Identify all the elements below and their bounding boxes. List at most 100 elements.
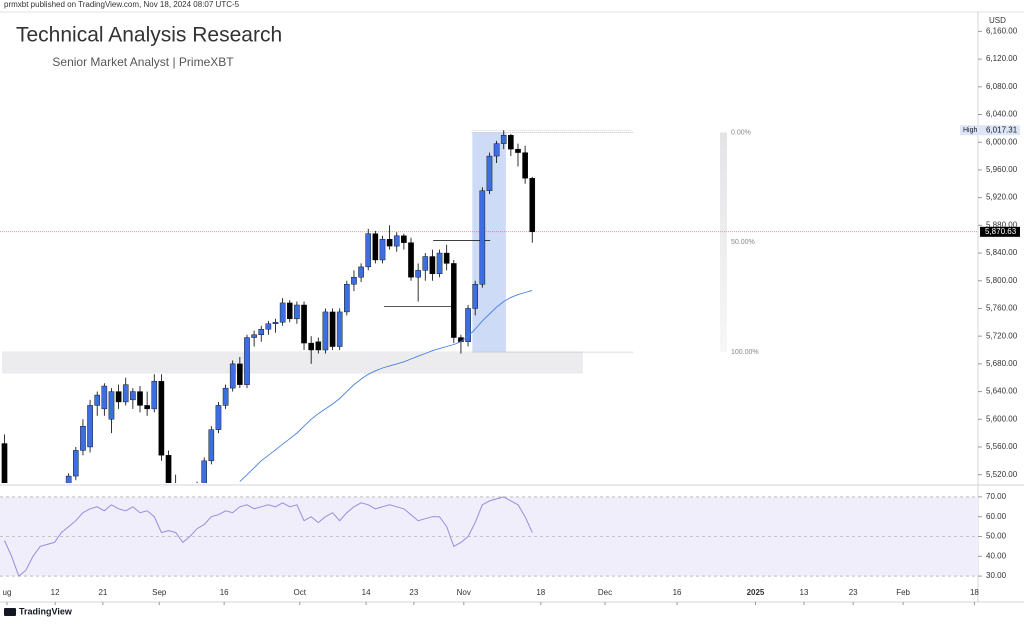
currency: USD: [989, 16, 1006, 25]
y-tick-label: 5,680.00: [986, 359, 1018, 368]
candle-body: [108, 391, 115, 420]
support-zone: [1, 351, 583, 374]
candle-body: [344, 284, 350, 313]
y-tick-label: 6,120.00: [986, 54, 1018, 63]
candle-body: [286, 302, 293, 320]
rsi-tick-label: 50.00: [986, 532, 1007, 541]
rsi-tick-label: 30.00: [986, 571, 1007, 580]
x-tick-label: Feb: [896, 588, 910, 597]
y-tick-label: 5,920.00: [986, 193, 1018, 202]
y-tick-label: 6,040.00: [986, 110, 1018, 119]
x-tick-label: 16: [220, 588, 229, 597]
axes: 5,520.00 5,560.00 5,600.00 5,640.00 5,680.00…: [3, 27, 1020, 605]
candle-body: [336, 311, 343, 347]
candle-body: [272, 322, 279, 324]
candle-body: [151, 380, 158, 410]
candle-body: [73, 450, 79, 477]
candle-body: [429, 256, 436, 275]
candle-body: [1, 443, 8, 483]
rsi-pane: [0, 496, 978, 577]
candle-body: [301, 304, 307, 344]
moving-average: [239, 289, 533, 482]
candle-body: [201, 460, 207, 483]
candle-body: [158, 380, 165, 456]
candle-body: [322, 311, 329, 351]
x-tick-label: 21: [98, 588, 107, 597]
candle-body: [251, 334, 257, 338]
candle-body: [294, 304, 300, 320]
y-tick-label: 5,880.00: [986, 220, 1018, 229]
y-tick-label: 5,720.00: [986, 331, 1018, 340]
y-tick-label: 6,160.00: [986, 27, 1018, 36]
y-tick-label: 5,640.00: [986, 387, 1018, 396]
candle-body: [137, 391, 143, 406]
candle-body: [258, 329, 265, 335]
candle-body: [472, 284, 478, 309]
rsi-tick-label: 70.00: [986, 492, 1007, 501]
candle-body: [130, 391, 136, 401]
candle-body: [458, 337, 464, 342]
rsi-line: [4, 496, 533, 577]
y-tick-label: 5,760.00: [986, 304, 1018, 313]
candle-body: [308, 342, 314, 351]
candle-body: [80, 426, 86, 451]
fib-bar: [720, 132, 727, 353]
candle-body: [59, 489, 64, 496]
candle-body: [393, 235, 400, 247]
candle-body: [422, 256, 429, 271]
candle-body: [315, 341, 322, 351]
candle-body: [436, 252, 443, 275]
price-pane: 0.00% 50.00% 100.00%: [0, 129, 978, 496]
candle-body: [237, 363, 243, 385]
chart-title: Technical Analysis Research: [16, 24, 282, 47]
x-tick-label: Oct: [294, 588, 307, 597]
chart-subtitle: Senior Market Analyst | PrimeXBT: [52, 55, 234, 69]
candle-body: [122, 384, 129, 403]
candle-body: [372, 233, 379, 261]
fib-label: 0.00%: [731, 129, 751, 136]
candle-body: [443, 252, 450, 264]
high-text: High: [963, 127, 978, 134]
candle-body: [87, 405, 93, 448]
x-tick-label: 23: [409, 588, 418, 597]
candle-body: [379, 238, 386, 261]
y-tick-label: 5,840.00: [986, 248, 1018, 257]
x-tick-label: Nov: [457, 588, 471, 597]
candle-body: [386, 238, 393, 247]
x-tick-label: 18: [970, 588, 979, 597]
y-tick-label: 5,560.00: [986, 442, 1018, 451]
candle-body: [522, 152, 528, 179]
x-tick-label: 14: [362, 588, 371, 597]
fib-label: 50.00%: [731, 239, 755, 246]
logo-icon: [4, 608, 16, 616]
candle-body: [508, 135, 514, 150]
candle-body: [365, 233, 372, 268]
x-tick-label: Sep: [152, 588, 167, 597]
candle-body: [265, 323, 272, 330]
candle-body: [493, 143, 500, 157]
y-tick-label: 5,800.00: [986, 276, 1018, 285]
candle-body: [479, 190, 486, 285]
fib-label: 100.00%: [731, 349, 759, 356]
x-tick-label: ug: [3, 588, 12, 597]
x-tick-label: 18: [536, 588, 545, 597]
candle-body: [451, 263, 457, 338]
candle-body: [358, 266, 364, 278]
candle-body: [45, 489, 50, 492]
y-tick-label: 6,080.00: [986, 82, 1018, 91]
x-tick-label: Dec: [598, 588, 612, 597]
candle-body: [94, 394, 101, 406]
high-label: 6,017.31: [986, 125, 1018, 134]
y-tick-label: 5,520.00: [986, 470, 1018, 479]
candle-body: [215, 405, 222, 430]
x-tick-label: 12: [51, 588, 60, 597]
candle-body: [408, 242, 414, 278]
candle-body: [222, 387, 229, 406]
y-tick-label: 6,000.00: [986, 137, 1018, 146]
candle-body: [279, 302, 286, 323]
candle-body: [515, 148, 521, 153]
header: prmxbt published on TradingView.com, Nov…: [4, 0, 240, 9]
logo: TradingView: [4, 606, 73, 616]
x-tick-label: 2025: [747, 588, 765, 597]
